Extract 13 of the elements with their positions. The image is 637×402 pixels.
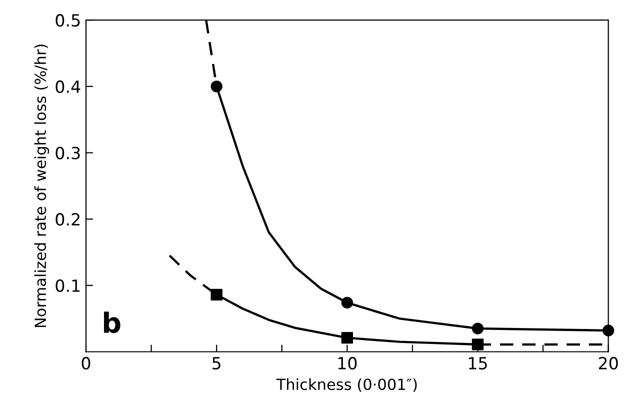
- annotation: b: [104, 312, 120, 334]
- x-tick-label: 5: [212, 357, 220, 370]
- y-axis-title: Normalized rate of weight loss (%/hr): [34, 44, 50, 328]
- x-tick-label: 10: [338, 356, 357, 370]
- x-tick-label: 0: [82, 356, 90, 370]
- y-tick-label: 0.5: [56, 14, 80, 27]
- y-tick-label: 0.3: [56, 146, 80, 160]
- y-tick-label: 0.1: [56, 279, 80, 292]
- y-tick-label: 0.2: [56, 213, 80, 226]
- y-tick-label: 0.4: [56, 80, 80, 93]
- x-axis-title: Thickness (0·001″): [276, 378, 417, 392]
- x-tick-label: 15: [468, 357, 487, 370]
- x-tick-label: 20: [598, 356, 618, 370]
